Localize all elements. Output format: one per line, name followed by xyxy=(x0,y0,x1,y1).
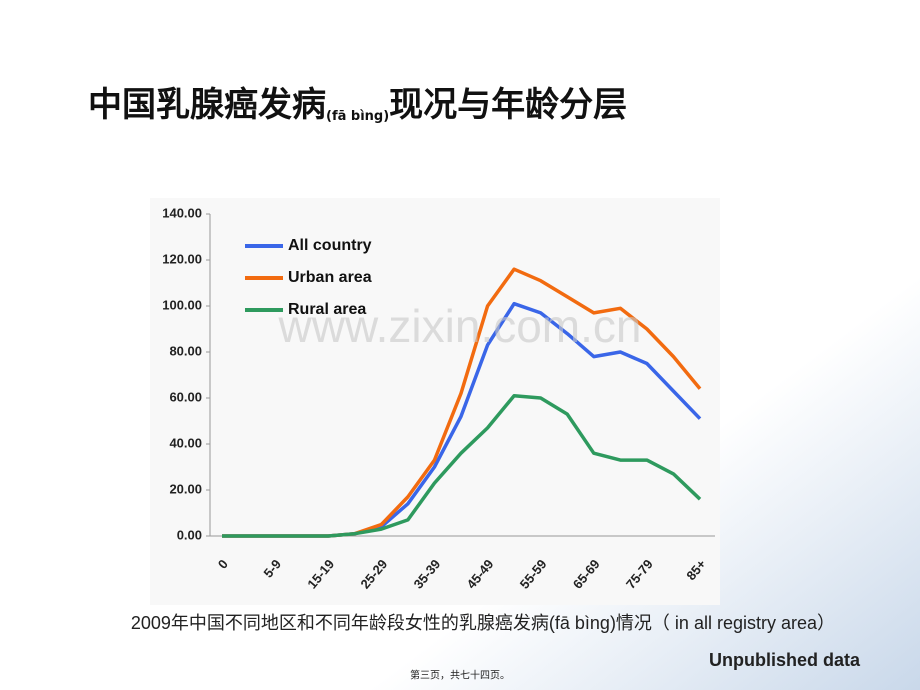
y-tick-label: 60.00 xyxy=(169,389,202,404)
title-part: 中国乳腺癌发病 xyxy=(88,85,326,125)
plot: 0.00 20.00 40.00 60.00 80.00 100.00 120.00 140.… xyxy=(162,205,715,592)
footer: 第三页，共七十四页。 xyxy=(410,669,510,682)
y-tick-label: 80.00 xyxy=(169,343,202,358)
watermark: www.zixin.com.cn xyxy=(278,300,642,352)
y-tick-label: 140.00 xyxy=(162,205,202,220)
y-tick-label: 100.00 xyxy=(162,297,202,312)
title-part: (fā bìng) xyxy=(326,109,389,124)
y-tick-label: 0.00 xyxy=(177,527,202,542)
chart-panel xyxy=(150,198,720,605)
legend-label: Urban area xyxy=(288,269,372,286)
caption: 2009年中国不同地区和不同年龄段女性的乳腺癌发病(fā bìng)情况（ in… xyxy=(131,613,835,633)
y-tick-label: 40.00 xyxy=(169,435,202,450)
legend-label: Rural area xyxy=(288,301,366,318)
title-part: 现况与年龄分层 xyxy=(389,85,627,125)
slide-title: 中国乳腺癌发病(fā bìng)现况与年龄分层 xyxy=(88,85,627,125)
series-line xyxy=(222,393,702,538)
legend-label: All country xyxy=(288,237,372,254)
y-tick-label: 20.00 xyxy=(169,481,202,496)
y-tick-label: 120.00 xyxy=(162,251,202,266)
note: Unpublished data xyxy=(709,650,861,670)
